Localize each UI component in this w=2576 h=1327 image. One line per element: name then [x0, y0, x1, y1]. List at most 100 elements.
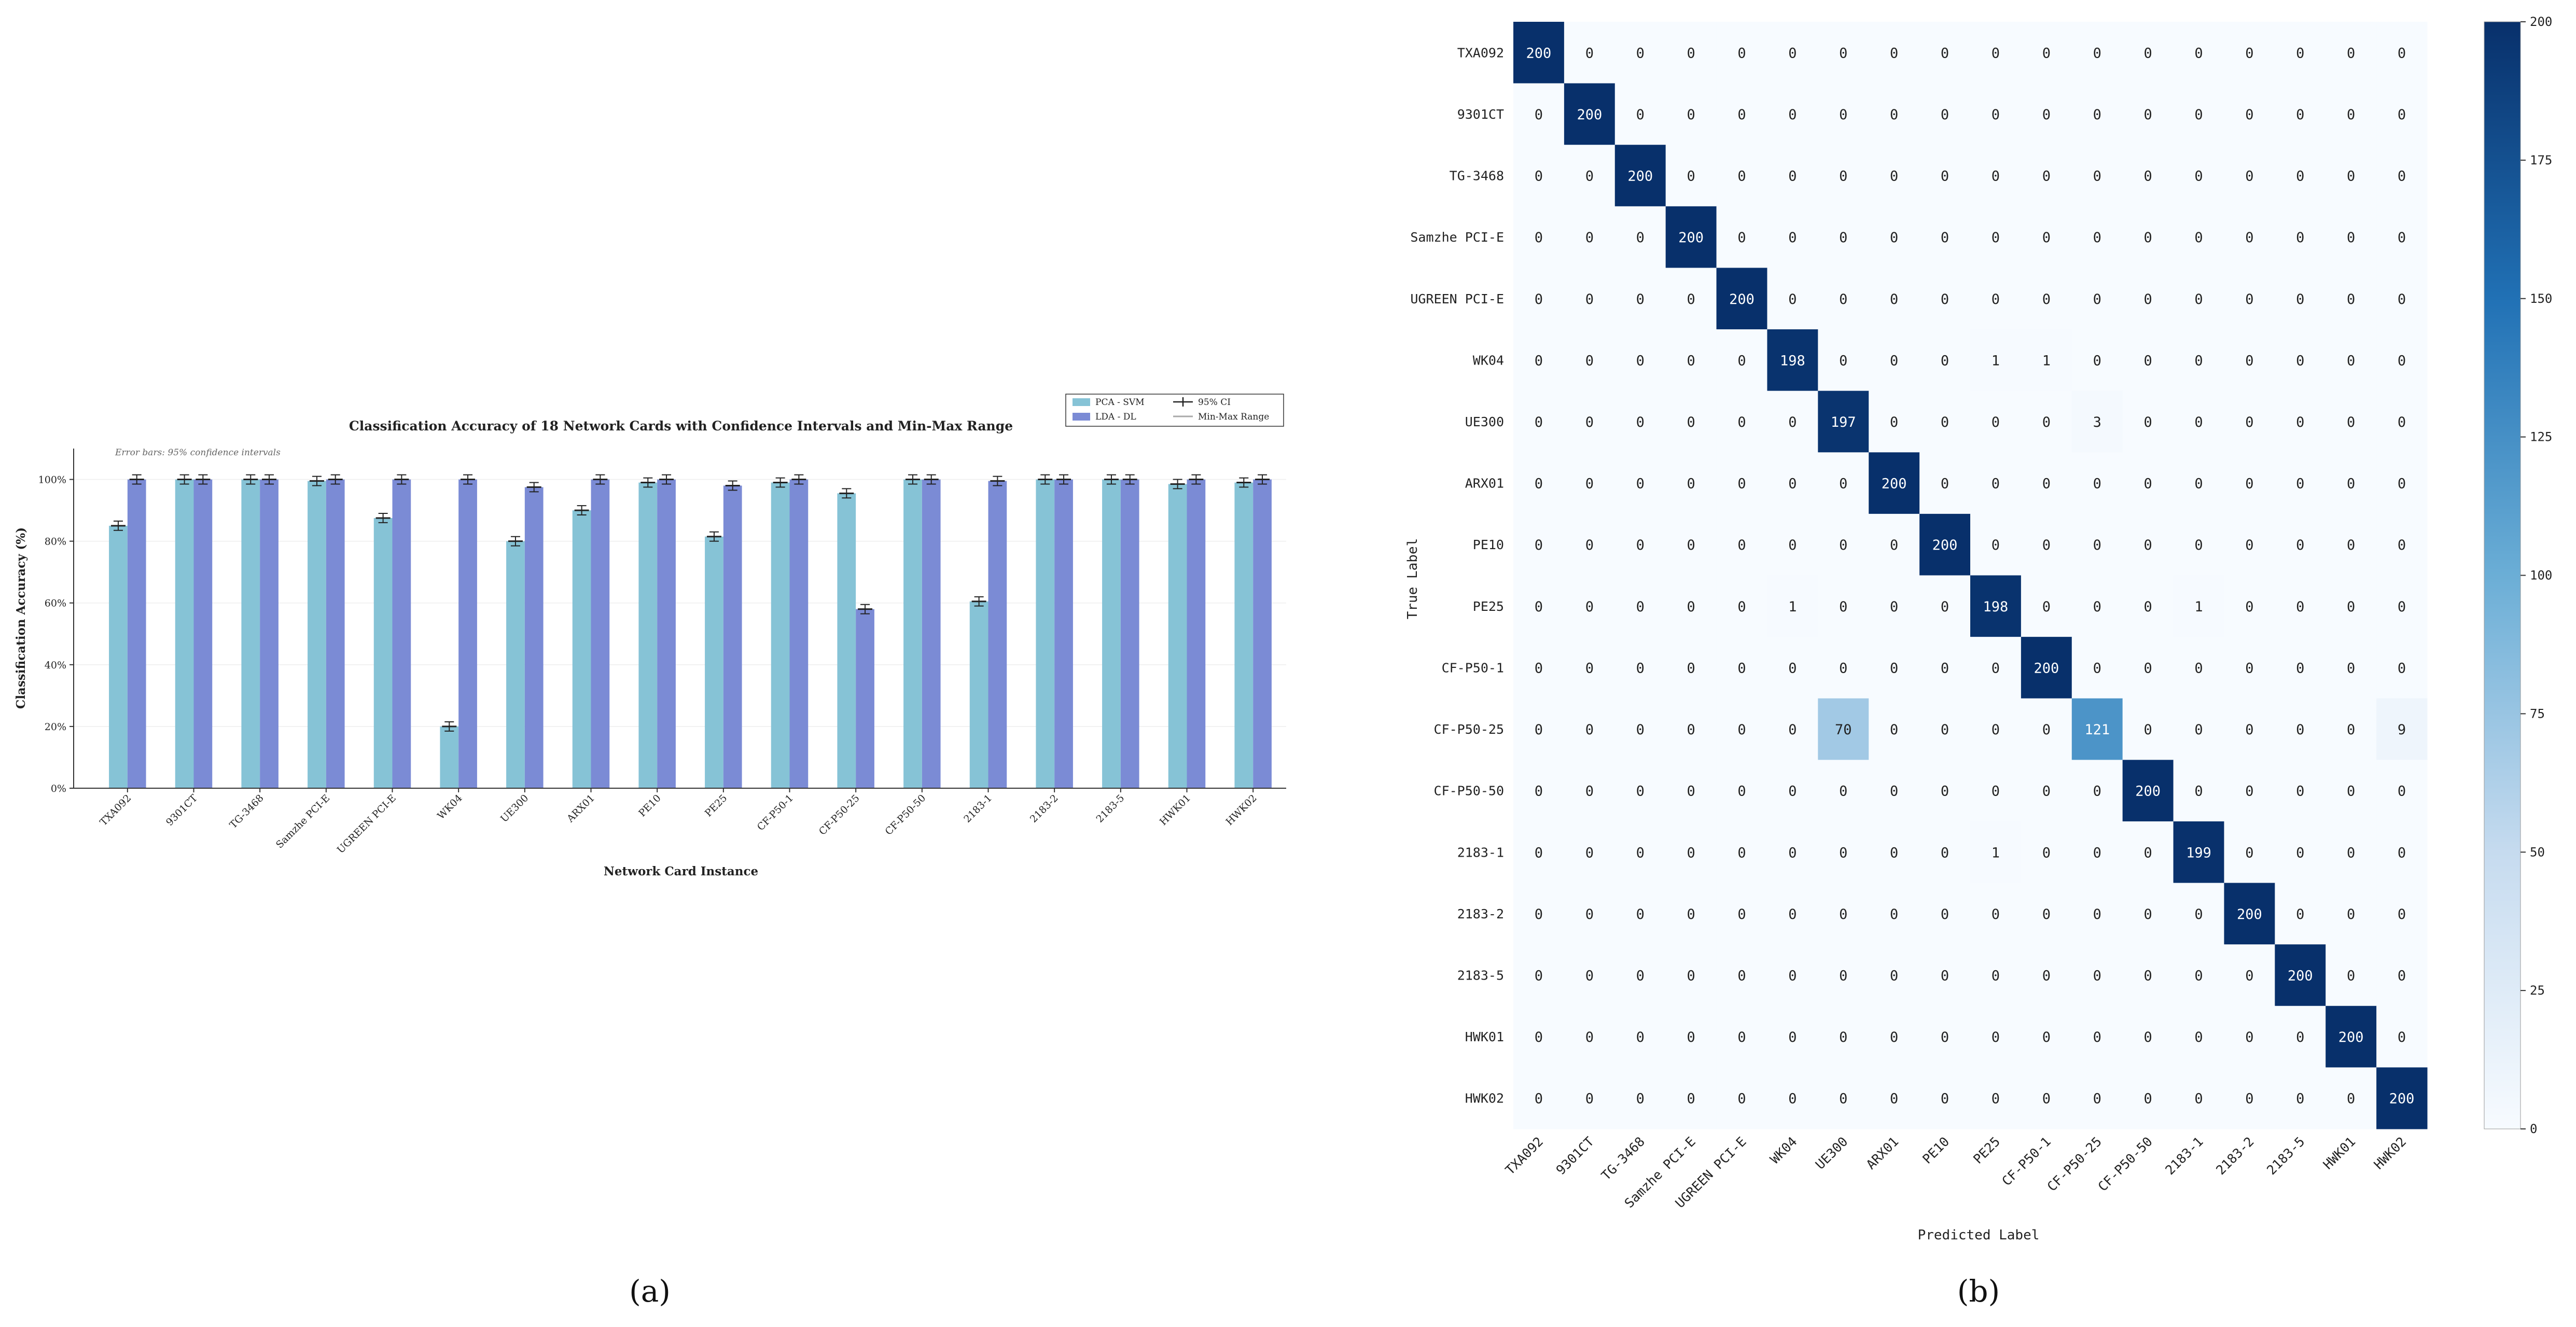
heatmap-cell-value: 0 — [2245, 230, 2253, 246]
panel-label-a: (a) — [629, 1274, 671, 1309]
colorbar-tick-label: 150 — [2530, 291, 2552, 306]
y-tick-label: TXA092 — [1457, 45, 1504, 60]
heatmap-cell — [2173, 698, 2224, 760]
heatmap-cell-value: 0 — [1687, 476, 1695, 492]
heatmap-cell-value: 0 — [2398, 45, 2406, 61]
colorbar — [2484, 21, 2521, 1129]
heatmap-cell-value: 200 — [1678, 230, 1704, 246]
heatmap-cell-value: 0 — [1890, 107, 1898, 123]
heatmap-cell-value: 0 — [1636, 968, 1645, 984]
heatmap-cell — [1564, 206, 1616, 268]
heatmap-cell-value: 0 — [2398, 414, 2406, 430]
x-tick-label: 2183-5 — [2264, 1134, 2307, 1178]
heatmap-cell-value: 0 — [1737, 599, 1746, 615]
heatmap-cell-value: 0 — [1535, 353, 1543, 369]
heatmap-cell — [1869, 268, 1920, 330]
heatmap-cell — [1970, 698, 2022, 760]
heatmap-cell — [2376, 575, 2428, 637]
heatmap-cell-value: 0 — [1890, 1029, 1898, 1045]
heatmap-cell-value: 0 — [2398, 230, 2406, 246]
colorbar-tick-label: 100 — [2530, 568, 2552, 583]
heatmap-cell — [1767, 1067, 1818, 1129]
heatmap-cell-value: 0 — [1737, 476, 1746, 492]
heatmap-cell-value: 0 — [2347, 353, 2355, 369]
heatmap-cell-value: 0 — [2194, 1091, 2203, 1107]
heatmap-cell-value: 0 — [1585, 722, 1594, 738]
heatmap-cell-value: 0 — [1687, 169, 1695, 185]
heatmap-cell — [1564, 698, 1616, 760]
heatmap-cell-value: 0 — [1737, 537, 1746, 553]
heatmap-cell-value: 0 — [1788, 1091, 1797, 1107]
heatmap-cell-value: 0 — [1636, 660, 1645, 676]
heatmap-cell — [1767, 698, 1818, 760]
heatmap-cell-value: 0 — [2347, 599, 2355, 615]
heatmap-cell — [2021, 22, 2072, 84]
heatmap-cell — [1767, 513, 1818, 576]
heatmap-cell — [2224, 268, 2275, 330]
heatmap-cell-value: 0 — [2042, 722, 2051, 738]
heatmap-cell-value: 200 — [1882, 476, 1907, 492]
heatmap-cell — [1869, 329, 1920, 392]
heatmap-cell-value: 0 — [1788, 906, 1797, 923]
heatmap-cell-value: 0 — [2398, 476, 2406, 492]
heatmap-cell-value: 0 — [1992, 968, 2000, 984]
y-tick-label: Samzhe PCI-E — [1410, 230, 1504, 245]
heatmap-cell — [1818, 206, 1869, 268]
heatmap-cell-value: 0 — [2042, 1029, 2051, 1045]
heatmap-cell-value: 0 — [1636, 45, 1645, 61]
heatmap-cell — [2071, 760, 2123, 822]
heatmap-cell — [1818, 390, 1869, 453]
heatmap-cell-value: 0 — [1585, 906, 1594, 923]
heatmap-cell-value: 0 — [1535, 414, 1543, 430]
heatmap-cell — [2376, 1005, 2428, 1068]
heatmap-cell — [2173, 145, 2224, 207]
heatmap-cell — [2224, 83, 2275, 145]
heatmap-cell — [1665, 83, 1717, 145]
heatmap-cell-value: 0 — [1585, 968, 1594, 984]
x-tick-label: PE25 — [1970, 1134, 2003, 1167]
heatmap-cell — [2122, 268, 2174, 330]
heatmap-cell-value: 0 — [2042, 968, 2051, 984]
bar-lda-dl — [657, 479, 676, 788]
heatmap-cell — [1564, 821, 1616, 884]
x-tick-label: PE10 — [636, 792, 663, 819]
heatmap-cell — [1919, 145, 1971, 207]
heatmap-cell — [2173, 268, 2224, 330]
heatmap-cell-value: 0 — [1839, 784, 1847, 800]
heatmap-cell-value: 0 — [1535, 1029, 1543, 1045]
heatmap-cell — [2376, 760, 2428, 822]
heatmap-cell — [1970, 944, 2022, 1007]
heatmap-cell — [1513, 1067, 1565, 1129]
heatmap-cell — [1970, 83, 2022, 145]
heatmap-cell — [2326, 944, 2377, 1007]
heatmap-cell — [2376, 513, 2428, 576]
heatmap-cell — [2122, 821, 2174, 884]
heatmap-cell-value: 0 — [1839, 291, 1847, 308]
heatmap-cell-value: 0 — [2296, 599, 2304, 615]
heatmap-cell — [2326, 821, 2377, 884]
heatmap-cell — [2021, 329, 2072, 392]
bar-pca-svm — [373, 518, 393, 788]
heatmap-cell-value: 0 — [1535, 1091, 1543, 1107]
heatmap-cell — [2021, 698, 2072, 760]
heatmap-cell-value: 0 — [2143, 1029, 2152, 1045]
heatmap-cell — [2326, 575, 2377, 637]
bar-lda-dl — [193, 479, 213, 788]
heatmap-cell — [2173, 390, 2224, 453]
heatmap-cell — [2021, 944, 2072, 1007]
heatmap-cell — [1614, 452, 1666, 514]
heatmap-cell — [1970, 821, 2022, 884]
heatmap-cell-value: 200 — [1932, 537, 1958, 553]
heatmap-cell-value: 0 — [1737, 906, 1746, 923]
heatmap-cell-value: 0 — [2042, 169, 2051, 185]
heatmap-cell-value: 0 — [2245, 476, 2253, 492]
heatmap-cell — [1614, 268, 1666, 330]
heatmap-cell — [1767, 821, 1818, 884]
heatmap-cell — [2275, 83, 2326, 145]
heatmap-cell — [1716, 637, 1767, 699]
heatmap-cell — [2224, 760, 2275, 822]
heatmap-cell-value: 0 — [1687, 845, 1695, 861]
heatmap-cell-value: 0 — [2398, 660, 2406, 676]
